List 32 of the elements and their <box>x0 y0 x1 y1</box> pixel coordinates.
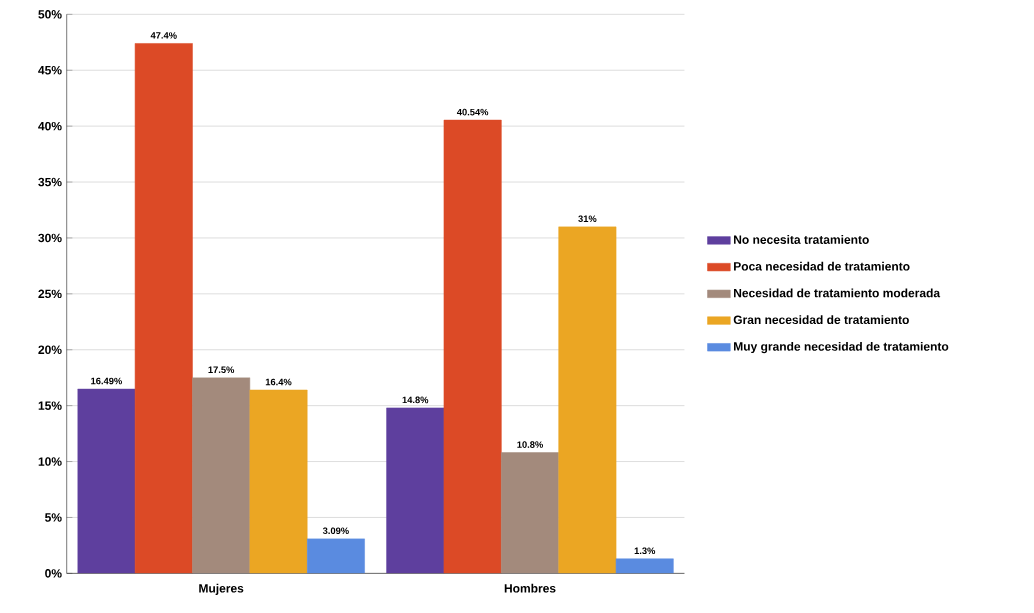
legend-label: Muy grande necesidad de tratamiento <box>734 341 949 353</box>
data-label: 10.8% <box>517 441 543 448</box>
bar <box>134 42 193 574</box>
y-tick-label: 50% <box>38 9 62 19</box>
data-label: 16.4% <box>265 378 292 386</box>
y-tick-label: 20% <box>38 345 62 354</box>
data-label: 47.4% <box>150 31 177 39</box>
legend-label: Gran necesidad de tratamiento <box>733 315 909 324</box>
data-label: 17.5% <box>208 366 235 373</box>
data-label: 31% <box>578 215 597 222</box>
y-tick-label: 15% <box>38 401 62 410</box>
y-tick-label: 0% <box>45 568 62 578</box>
y-tick-label: 40% <box>38 121 62 131</box>
data-label: 16.49% <box>91 377 122 385</box>
y-tick-label: 25% <box>38 289 62 298</box>
legend-label: Poca necesidad de tratamiento <box>734 261 910 271</box>
y-tick-label: 5% <box>45 513 62 522</box>
data-label: 40.54% <box>456 108 489 116</box>
legend-label: No necesita tratamiento <box>734 234 869 244</box>
bar <box>443 119 502 574</box>
bar <box>249 389 308 574</box>
data-label: 1.3% <box>634 547 656 554</box>
data-label: 14.8% <box>402 396 429 403</box>
y-tick-label: 45% <box>38 65 62 75</box>
legend-label: Necesidad de tratamiento moderada <box>734 288 941 298</box>
y-tick-label: 10% <box>38 457 62 466</box>
x-tick-label: Hombres <box>504 583 556 593</box>
y-tick-label: 30% <box>38 233 62 243</box>
y-tick-label: 35% <box>38 177 62 187</box>
data-label: 3.09% <box>322 527 349 534</box>
bar <box>558 226 617 574</box>
x-tick-label: Mujeres <box>199 583 244 595</box>
